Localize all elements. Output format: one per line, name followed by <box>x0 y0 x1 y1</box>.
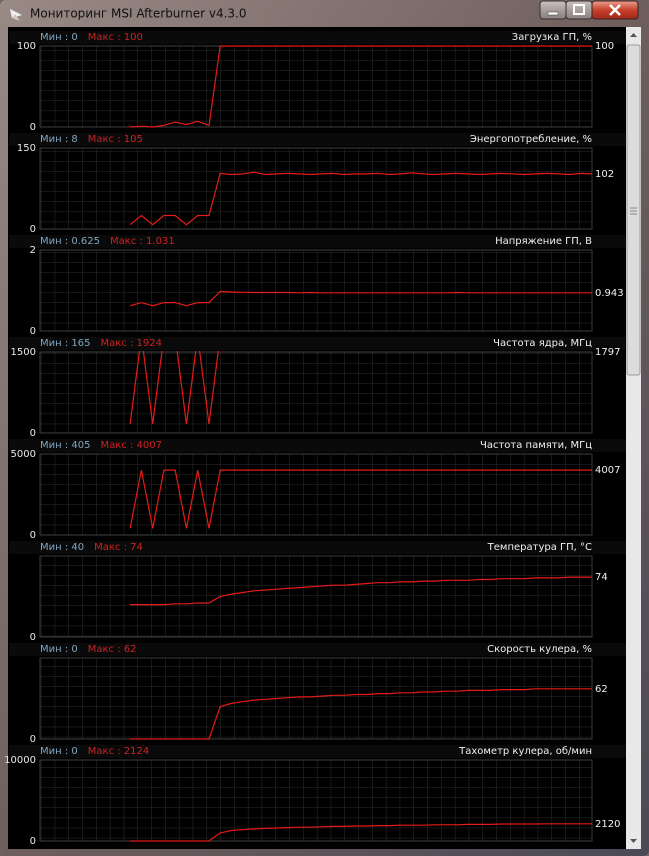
panel-stats: Мин : 405 Макс : 4007 <box>40 440 162 451</box>
panel-header <box>9 31 626 44</box>
y-tick-label: 0 <box>30 530 36 541</box>
panel-stats: Мин : 0.625 Макс : 1.031 <box>40 236 175 247</box>
panel-header <box>9 439 626 452</box>
y-tick-label: 0 <box>30 122 36 133</box>
graph-panel: Мин : 0.625 Макс : 1.031 Напряжение ГП, В 0… <box>9 235 626 337</box>
plot-area <box>39 759 593 842</box>
y-tick-label: 0 <box>30 428 36 439</box>
min-label: Мин : 405 <box>40 440 90 451</box>
y-tick-label: 1500 <box>11 347 36 358</box>
panel-stats: Мин : 0 Макс : 2124 <box>40 746 149 757</box>
current-value: 2120 <box>595 819 620 830</box>
max-label: Макс : 100 <box>88 32 143 43</box>
plot-area <box>39 351 593 434</box>
panel-title: Скорость кулера, % <box>487 644 592 655</box>
panel-title: Температура ГП, °С <box>487 542 592 553</box>
panel-title: Загрузка ГП, % <box>512 32 592 43</box>
panel-header <box>9 541 626 554</box>
min-label: Мин : 40 <box>40 542 84 553</box>
minimize-icon <box>547 11 559 16</box>
graph-line <box>130 45 592 128</box>
panel-header <box>9 235 626 248</box>
current-value: 62 <box>595 684 608 695</box>
graph-line <box>130 823 592 842</box>
min-label: Мин : 0 <box>40 746 78 757</box>
graph-line <box>129 290 592 307</box>
graph-panel: Мин : 405 Макс : 4007 Частота памяти, МГц 0… <box>9 439 626 541</box>
max-label: Макс : 105 <box>88 134 143 145</box>
plot-area <box>39 249 593 332</box>
min-label: Мин : 0 <box>40 32 78 43</box>
y-tick-label: 150 <box>17 143 36 154</box>
panel-header <box>9 133 626 146</box>
max-label: Макс : 62 <box>88 644 137 655</box>
graph-panel: Мин : 0 Макс : 100 Загрузка ГП, % 0 100 100 <box>9 31 626 133</box>
plot-area <box>39 45 593 128</box>
y-tick-label: 0 <box>30 836 36 847</box>
max-label: Макс : 2124 <box>88 746 149 757</box>
graph-panel: Мин : 8 Макс : 105 Энергопотребление, % 0 15… <box>9 133 626 235</box>
panel-header <box>9 337 626 350</box>
min-label: Мин : 8 <box>40 134 78 145</box>
y-tick-label: 0 <box>30 734 36 745</box>
current-value: 0.943 <box>595 288 624 299</box>
graph-line <box>129 171 592 226</box>
max-label: Макс : 74 <box>94 542 143 553</box>
plot-area <box>39 657 593 740</box>
graph-panel: Мин : 165 Макс : 1924 Частота ядра, МГц 0 15… <box>9 337 626 439</box>
panel-title: Напряжение ГП, В <box>495 236 592 247</box>
panel-stats: Мин : 165 Макс : 1924 <box>40 338 162 349</box>
min-label: Мин : 0.625 <box>40 236 100 247</box>
graph-panel: Мин : 0 Макс : 2124 Тахометр кулера, об/ми… <box>4 745 626 847</box>
panel-title: Частота ядра, МГц <box>493 338 592 349</box>
y-tick-label: 2 <box>30 245 36 256</box>
maximize-button[interactable] <box>565 0 593 20</box>
current-value: 102 <box>595 169 614 180</box>
window-icon <box>10 9 22 21</box>
plot-area <box>39 453 593 536</box>
panel-header <box>9 643 626 656</box>
current-value: 100 <box>595 41 614 52</box>
maximize-icon <box>573 4 585 15</box>
y-tick-label: 0 <box>30 632 36 643</box>
panel-stats: Мин : 0 Макс : 100 <box>40 32 143 43</box>
panel-stats: Мин : 8 Макс : 105 <box>40 134 143 145</box>
plot-area <box>39 147 593 230</box>
scrollbar[interactable] <box>626 27 641 849</box>
current-value: 4007 <box>595 465 620 476</box>
max-label: Макс : 1.031 <box>110 236 175 247</box>
graph-panel: Мин : 40 Макс : 74 Температура ГП, °С 0 74 <box>9 541 626 643</box>
y-tick-label: 5000 <box>11 449 36 460</box>
window-title: Мониторинг MSI Afterburner v4.3.0 <box>30 7 247 21</box>
close-icon <box>609 4 621 16</box>
graph-panel: Мин : 0 Макс : 62 Скорость кулера, % 0 62 <box>9 643 626 745</box>
y-tick-label: 0 <box>30 224 36 235</box>
y-tick-label: 0 <box>30 326 36 337</box>
graph-line <box>129 351 219 425</box>
panel-header <box>9 745 626 758</box>
graph-line <box>130 576 592 606</box>
panel-title: Энергопотребление, % <box>470 134 592 145</box>
plot-area <box>39 555 593 638</box>
max-label: Макс : 1924 <box>100 338 161 349</box>
minimize-button[interactable] <box>539 0 567 20</box>
panel-stats: Мин : 0 Макс : 62 <box>40 644 137 655</box>
graph-line <box>129 469 592 529</box>
panel-title: Частота памяти, МГц <box>480 440 592 451</box>
current-value: 74 <box>595 572 608 583</box>
panel-title: Тахометр кулера, об/мин <box>458 746 592 757</box>
current-value: 1797 <box>595 347 620 358</box>
graph-line <box>130 688 592 740</box>
panel-stats: Мин : 40 Макс : 74 <box>40 542 143 553</box>
min-label: Мин : 165 <box>40 338 90 349</box>
max-label: Макс : 4007 <box>100 440 161 451</box>
y-tick-label: 10000 <box>4 755 36 766</box>
y-tick-label: 100 <box>17 41 36 52</box>
min-label: Мин : 0 <box>40 644 78 655</box>
